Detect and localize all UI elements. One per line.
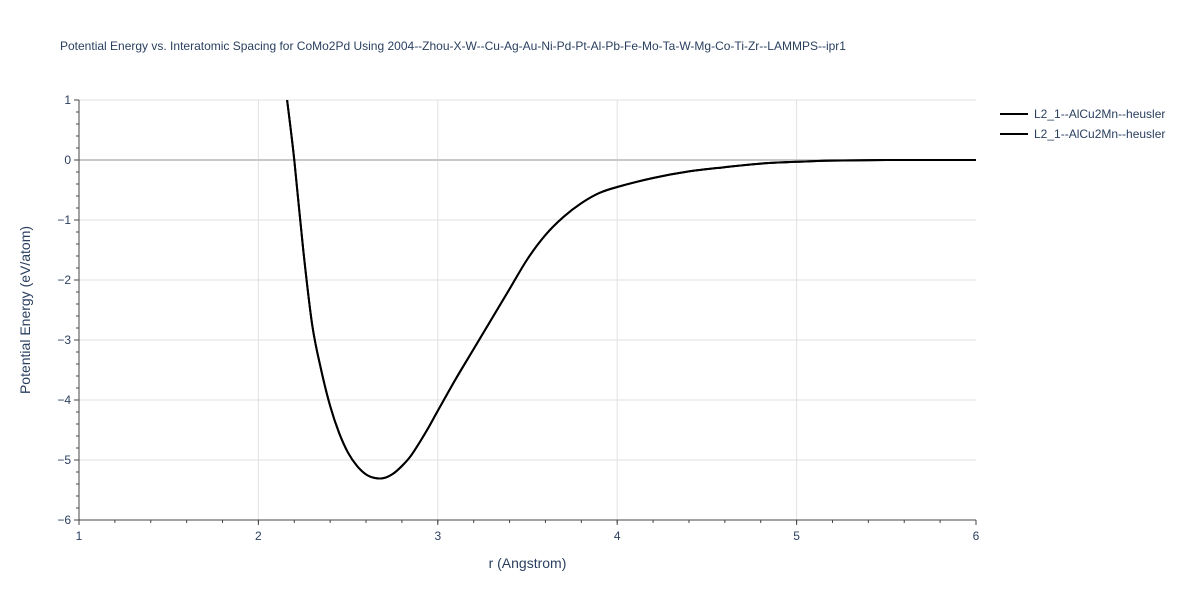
y-tick-label: −2: [57, 273, 71, 287]
x-tick-label: 2: [255, 529, 262, 543]
x-axis-title: r (Angstrom): [489, 555, 567, 571]
x-tick-label: 5: [793, 529, 800, 543]
y-tick-label: −1: [57, 213, 71, 227]
legend: L2_1--AlCu2Mn--heusler L2_1--AlCu2Mn--heu…: [1000, 107, 1165, 141]
y-tick-label: −4: [57, 393, 71, 407]
x-tick-label: 3: [434, 529, 441, 543]
y-tick-label: −6: [57, 513, 71, 527]
series-line-2: [286, 100, 976, 480]
chart-title: Potential Energy vs. Interatomic Spacing…: [60, 39, 846, 53]
gridlines: [79, 99, 976, 520]
legend-label: L2_1--AlCu2Mn--heusler: [1034, 107, 1165, 121]
x-tick-label: 1: [76, 529, 83, 543]
y-tick-label: −3: [57, 333, 71, 347]
y-axis-ticks: 1 0 −1 −2 −3 −4 −5 −6: [57, 93, 79, 527]
axes: [78, 100, 976, 521]
legend-label: L2_1--AlCu2Mn--heusler: [1034, 127, 1165, 141]
series-line-1: [286, 100, 976, 480]
y-tick-label: 0: [64, 153, 71, 167]
data-lines: [286, 100, 976, 480]
y-tick-label: −5: [57, 453, 71, 467]
y-tick-label: 1: [64, 93, 71, 107]
y-axis-title: Potential Energy (eV/atom): [17, 226, 33, 394]
x-tick-label: 4: [614, 529, 621, 543]
x-tick-label: 6: [973, 529, 980, 543]
x-axis-ticks: 1 2 3 4 5 6: [76, 520, 980, 543]
